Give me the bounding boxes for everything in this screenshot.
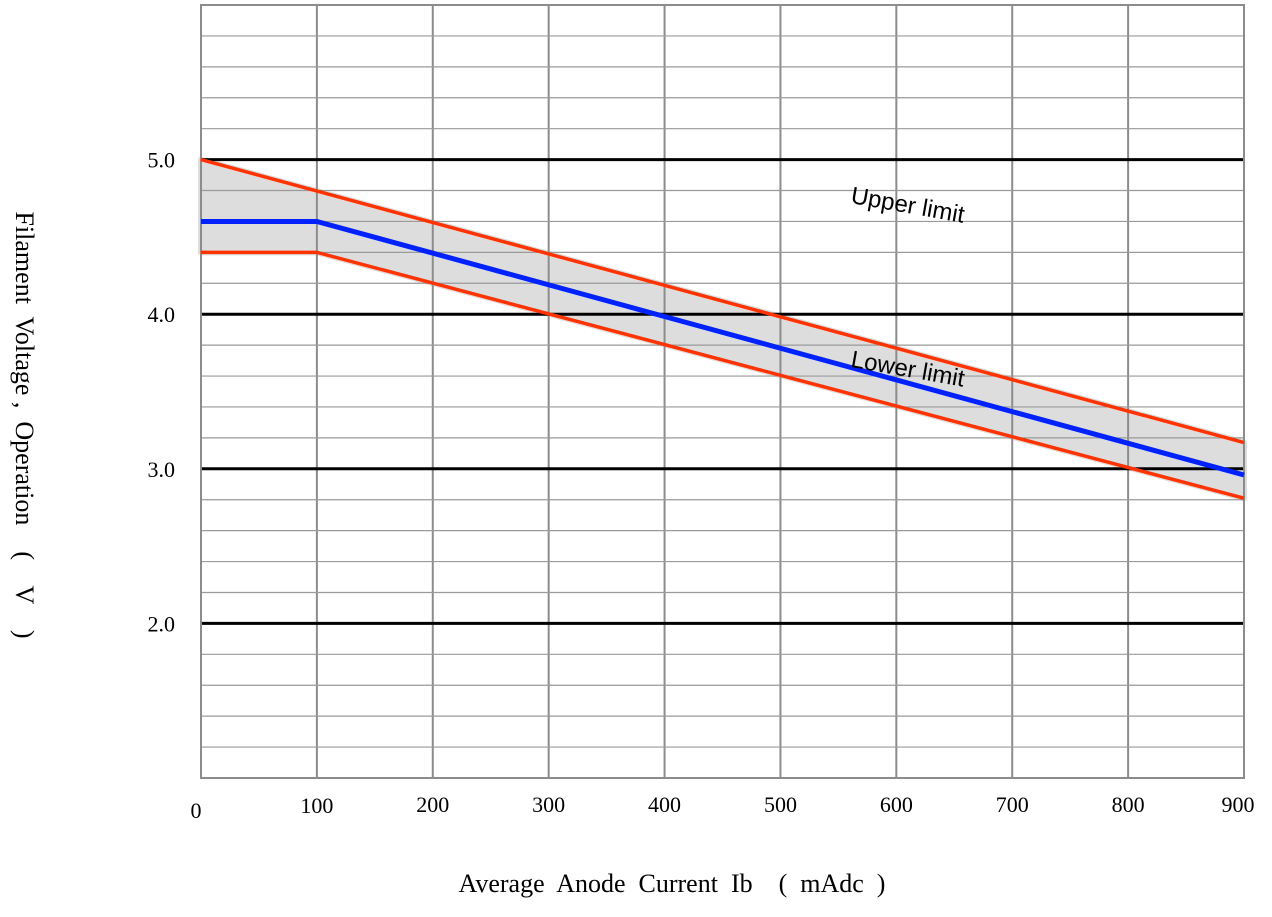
tolerance-band [198,156,1247,502]
y-tick-label: 4.0 [148,302,176,327]
x-tick-label: 100 [300,793,333,818]
grid [200,4,1245,779]
x-tick-label: 800 [1112,792,1145,817]
y-tick-label: 2.0 [148,611,176,636]
x-tick-label: 900 [1222,792,1255,817]
series-line-lower [201,250,1245,500]
y-tick-label: 3.0 [148,457,176,482]
x-tick-label: 500 [764,792,797,817]
series-line-upper [200,157,1245,445]
y-axis-title: Filament Voltage , Operation ( V ) [10,211,39,638]
x-tick-label: 0 [191,798,202,823]
series-line-nominal [201,218,1245,478]
x-tick-label: 200 [416,792,449,817]
tolerance-band-area [198,156,1247,502]
y-tick-label: 5.0 [148,148,176,173]
x-axis-title: Average Anode Current Ib ( mAdc ) [459,869,886,898]
x-tick-label: 700 [996,792,1029,817]
x-tick-label: 400 [648,792,681,817]
x-tick-label: 600 [880,792,913,817]
plot-frame [200,4,1245,779]
x-tick-label: 300 [532,792,565,817]
series-lines [200,157,1245,500]
tick-labels: 0 100 200 300 400 500 600 700 800 900 5.0 4.0 3.0 2.0 [148,148,1255,823]
